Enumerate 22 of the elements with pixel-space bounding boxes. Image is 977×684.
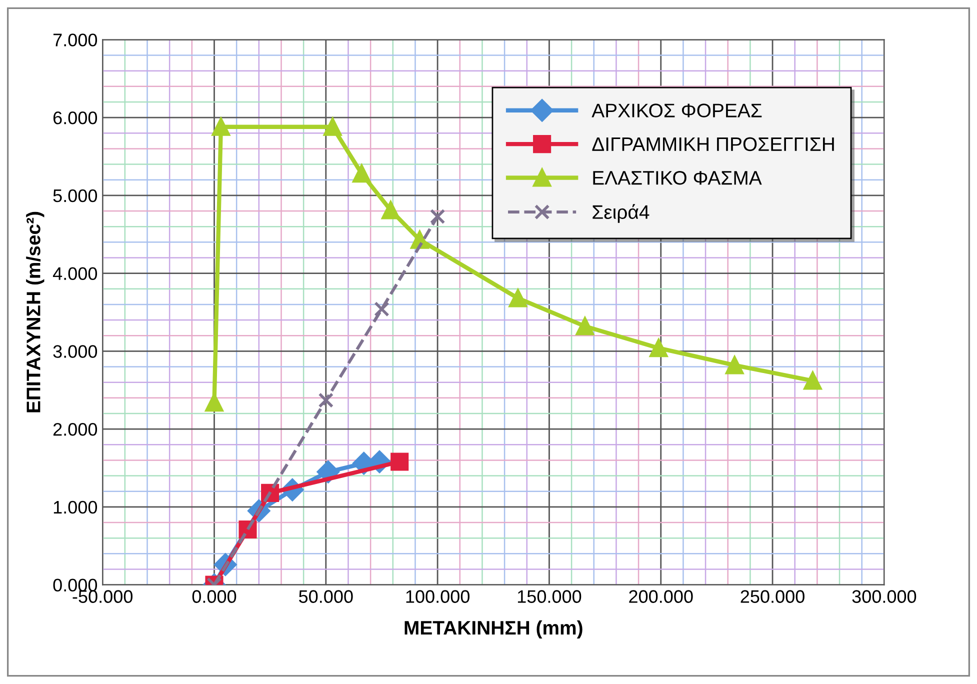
x-tick-label: 150.000	[518, 590, 582, 603]
y-tick-label: 4.000	[52, 267, 98, 280]
x-tick-label: 50.000	[299, 590, 353, 603]
legend-label: ΑΡΧΙΚΟΣ ΦΟΡΕΑΣ	[592, 104, 762, 118]
legend-label: ΔΙΓΡΑΜΜΙΚΗ ΠΡΟΣΕΓΓΙΣΗ	[592, 137, 834, 152]
y-tick-label: 0.000	[53, 578, 98, 592]
x-tick-label: 250.000	[740, 590, 804, 603]
x-tick-label: 300.000	[852, 590, 916, 603]
x-tick-label: 0.000	[192, 590, 236, 603]
y-tick-label: 2.000	[53, 423, 98, 436]
x-tick-label: 100.000	[406, 590, 470, 603]
y-tick-label: 5.000	[53, 189, 98, 202]
x-tick-label: 200.000	[629, 590, 693, 603]
y-tick-label: 7.000	[53, 34, 98, 46]
y-axis-title: ΕΠΙΤΑΧΥΝΣΗ (m/sec²)	[26, 212, 44, 412]
y-tick-label: 3.000	[53, 345, 98, 358]
x-tick-label: -50.000	[72, 590, 132, 603]
y-tick-label: 6.000	[53, 111, 98, 124]
legend-label: Σειρά4	[592, 204, 650, 223]
legend-label: ΕΛΑΣΤΙΚΟ ΦΑΣΜΑ	[593, 170, 762, 185]
x-axis-title: ΜΕΤΑΚΙΝΗΣΗ (mm)	[404, 620, 582, 639]
y-tick-label: 1.000	[54, 500, 98, 514]
